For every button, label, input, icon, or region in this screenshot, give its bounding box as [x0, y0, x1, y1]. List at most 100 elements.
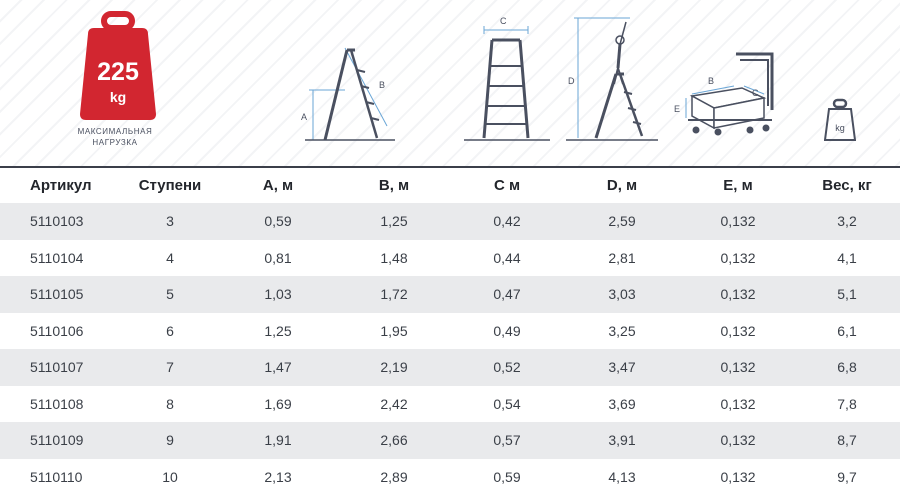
cell-e: 0,132 [682, 459, 794, 495]
cell-weight: 9,7 [794, 459, 900, 495]
cell-a: 1,69 [220, 386, 336, 423]
cell-steps: 7 [120, 349, 220, 386]
header-b: B, м [336, 168, 452, 203]
cell-weight: 4,1 [794, 240, 900, 277]
cell-weight: 6,1 [794, 313, 900, 350]
table-row: 5110105 5 1,03 1,72 0,47 3,03 0,132 5,1 [0, 276, 900, 313]
cell-b: 2,89 [336, 459, 452, 495]
header-d: D, м [562, 168, 682, 203]
cell-d: 3,91 [562, 422, 682, 459]
cell-d: 3,03 [562, 276, 682, 313]
table-row: 5110110 10 2,13 2,89 0,59 4,13 0,132 9,7 [0, 459, 900, 495]
header-article: Артикул [0, 168, 120, 203]
cell-article: 5110110 [0, 459, 120, 495]
cell-weight: 5,1 [794, 276, 900, 313]
cell-e: 0,132 [682, 386, 794, 423]
cell-article: 5110108 [0, 386, 120, 423]
cell-article: 5110105 [0, 276, 120, 313]
header-steps: Ступени [120, 168, 220, 203]
header-e: E, м [682, 168, 794, 203]
cart-label-c: C [752, 88, 759, 98]
cell-d: 4,13 [562, 459, 682, 495]
cell-d: 2,81 [562, 240, 682, 277]
cell-weight: 3,2 [794, 203, 900, 240]
cell-article: 5110109 [0, 422, 120, 459]
cell-article: 5110106 [0, 313, 120, 350]
table-row: 5110108 8 1,69 2,42 0,54 3,69 0,132 7,8 [0, 386, 900, 423]
cell-e: 0,132 [682, 349, 794, 386]
cell-d: 3,47 [562, 349, 682, 386]
cell-steps: 8 [120, 386, 220, 423]
folded-ladder-diagram-icon: B C E [672, 50, 782, 140]
cell-steps: 4 [120, 240, 220, 277]
cell-d: 3,25 [562, 313, 682, 350]
cell-b: 1,25 [336, 203, 452, 240]
header-weight: Вес, кг [794, 168, 900, 203]
ladder-height-diagram-icon: D [560, 12, 660, 144]
label-d: D [568, 76, 575, 86]
cell-a: 1,25 [220, 313, 336, 350]
load-caption: МАКСИМАЛЬНАЯ НАГРУЗКА [60, 126, 170, 148]
cell-c: 0,52 [452, 349, 562, 386]
cell-article: 5110107 [0, 349, 120, 386]
cell-d: 2,59 [562, 203, 682, 240]
label-a: A [301, 112, 307, 122]
cell-e: 0,132 [682, 240, 794, 277]
table-row: 5110107 7 1,47 2,19 0,52 3,47 0,132 6,8 [0, 349, 900, 386]
cart-label-e: E [674, 104, 680, 114]
load-value: 225 [97, 58, 139, 86]
cell-e: 0,132 [682, 203, 794, 240]
cell-d: 3,69 [562, 386, 682, 423]
cell-weight: 8,7 [794, 422, 900, 459]
table-row: 5110104 4 0,81 1,48 0,44 2,81 0,132 4,1 [0, 240, 900, 277]
cell-steps: 3 [120, 203, 220, 240]
cell-c: 0,42 [452, 203, 562, 240]
cell-c: 0,54 [452, 386, 562, 423]
load-unit: kg [110, 89, 126, 105]
ladder-front-diagram-icon: C [462, 14, 552, 144]
cell-a: 0,59 [220, 203, 336, 240]
cell-b: 1,72 [336, 276, 452, 313]
cell-c: 0,44 [452, 240, 562, 277]
header-c: C м [452, 168, 562, 203]
specs-table: Артикул Ступени A, м B, м C м D, м E, м … [0, 168, 900, 495]
load-caption-line1: МАКСИМАЛЬНАЯ [60, 126, 170, 137]
table-row: 5110109 9 1,91 2,66 0,57 3,91 0,132 8,7 [0, 422, 900, 459]
max-load-weight-icon: 225 kg [78, 10, 158, 122]
load-caption-line2: НАГРУЗКА [60, 137, 170, 148]
cell-a: 2,13 [220, 459, 336, 495]
cell-steps: 5 [120, 276, 220, 313]
table-row: 5110103 3 0,59 1,25 0,42 2,59 0,132 3,2 [0, 203, 900, 240]
cell-article: 5110104 [0, 240, 120, 277]
cell-steps: 9 [120, 422, 220, 459]
cell-b: 2,66 [336, 422, 452, 459]
cell-c: 0,57 [452, 422, 562, 459]
cell-c: 0,59 [452, 459, 562, 495]
weight-kg-label: kg [835, 123, 845, 133]
table-row: 5110106 6 1,25 1,95 0,49 3,25 0,132 6,1 [0, 313, 900, 350]
label-b: B [379, 80, 385, 90]
cell-weight: 7,8 [794, 386, 900, 423]
cell-a: 1,03 [220, 276, 336, 313]
cell-b: 1,95 [336, 313, 452, 350]
cell-c: 0,49 [452, 313, 562, 350]
cell-a: 1,91 [220, 422, 336, 459]
cart-label-b: B [708, 76, 714, 86]
cell-weight: 6,8 [794, 349, 900, 386]
cell-a: 1,47 [220, 349, 336, 386]
cell-steps: 10 [120, 459, 220, 495]
cell-b: 2,42 [336, 386, 452, 423]
ladder-side-diagram-icon: A B [295, 40, 405, 145]
cell-a: 0,81 [220, 240, 336, 277]
cell-e: 0,132 [682, 276, 794, 313]
cell-e: 0,132 [682, 313, 794, 350]
cell-article: 5110103 [0, 203, 120, 240]
cell-e: 0,132 [682, 422, 794, 459]
cell-c: 0,47 [452, 276, 562, 313]
header-a: A, м [220, 168, 336, 203]
label-c: C [500, 16, 507, 26]
cell-b: 1,48 [336, 240, 452, 277]
table-header-row: Артикул Ступени A, м B, м C м D, м E, м … [0, 168, 900, 203]
weight-kg-icon: kg [824, 98, 856, 142]
cell-steps: 6 [120, 313, 220, 350]
